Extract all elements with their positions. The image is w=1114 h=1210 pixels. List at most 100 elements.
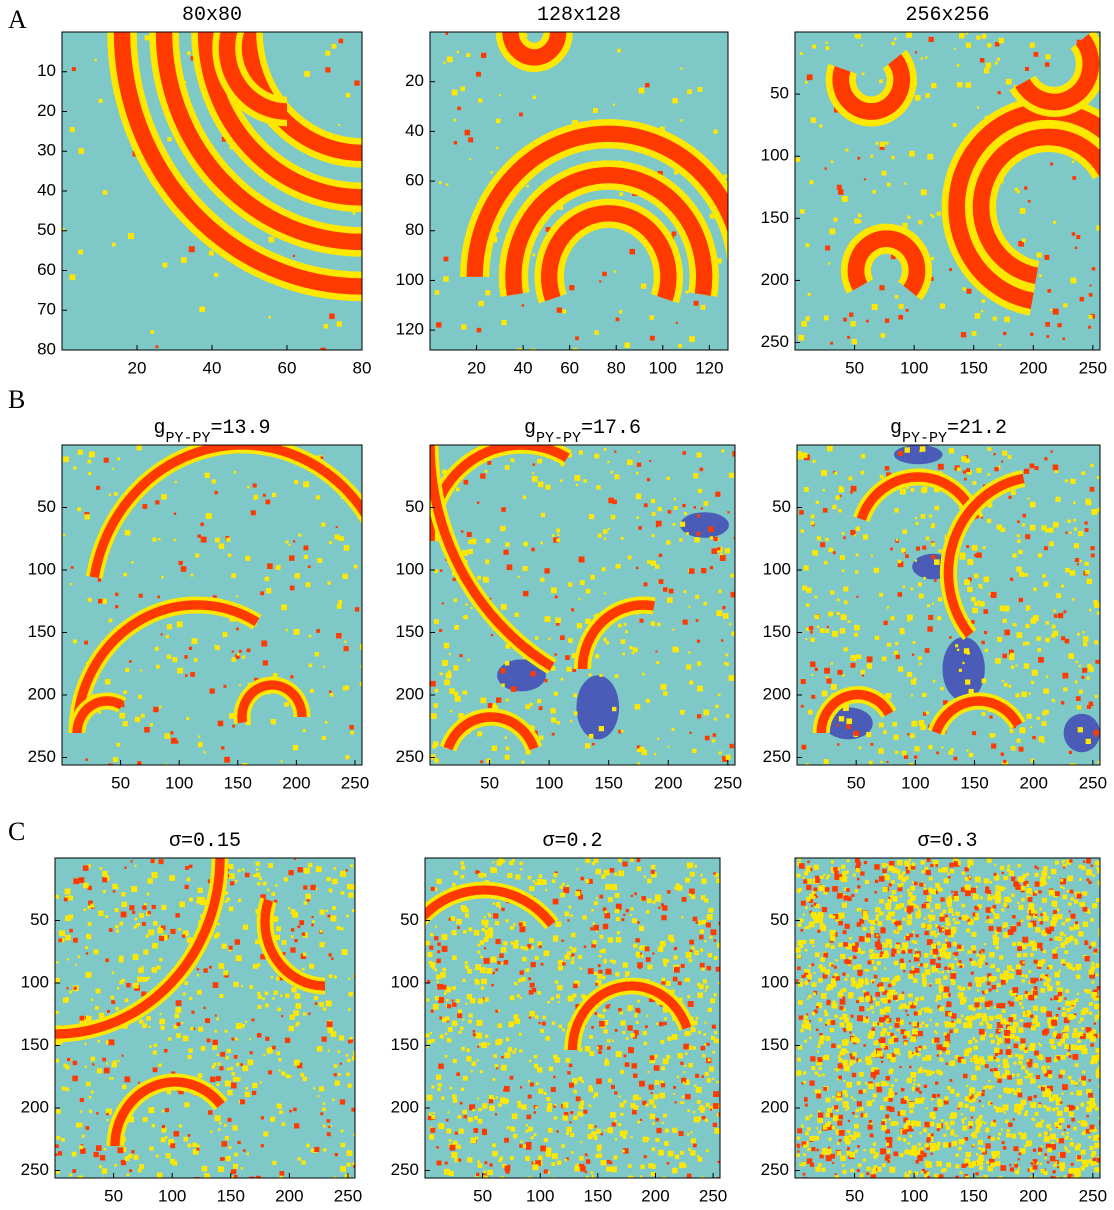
- speckle: [1036, 1162, 1038, 1164]
- speckle: [236, 595, 238, 597]
- speckle: [865, 880, 869, 884]
- speckle: [803, 1081, 806, 1084]
- speckle: [233, 1164, 238, 1169]
- speckle: [1039, 908, 1042, 911]
- speckle: [107, 1119, 109, 1121]
- speckle: [1092, 903, 1097, 908]
- speckle: [979, 586, 981, 588]
- speckle: [517, 995, 519, 997]
- speckle: [847, 974, 849, 976]
- speckle: [704, 1022, 706, 1024]
- speckle: [994, 1006, 996, 1008]
- speckle: [608, 937, 613, 942]
- speckle: [303, 953, 307, 957]
- speckle: [534, 1064, 539, 1069]
- speckle: [987, 858, 992, 863]
- speckle: [863, 1089, 867, 1093]
- speckle: [926, 537, 930, 541]
- speckle: [1094, 1004, 1100, 1010]
- speckle: [926, 870, 931, 875]
- speckle: [91, 1091, 94, 1094]
- speckle: [453, 119, 456, 122]
- speckle: [891, 42, 894, 45]
- speckle: [96, 989, 101, 994]
- speckle: [838, 509, 842, 513]
- speckle: [1044, 1136, 1050, 1142]
- speckle: [901, 548, 905, 552]
- speckle: [864, 969, 867, 972]
- speckle: [139, 1020, 143, 1024]
- speckle: [1060, 886, 1062, 888]
- speckle: [925, 56, 927, 58]
- speckle: [856, 554, 859, 557]
- speckle: [570, 1111, 573, 1114]
- speckle: [505, 661, 510, 666]
- speckle: [940, 303, 945, 308]
- speckle: [86, 952, 88, 954]
- x-tick-label: 150: [960, 358, 988, 377]
- speckle: [650, 1055, 655, 1060]
- y-tick-label: 50: [30, 910, 49, 929]
- speckle: [887, 183, 891, 187]
- speckle: [320, 910, 325, 915]
- speckle: [588, 1124, 593, 1129]
- speckle: [824, 316, 829, 321]
- speckle: [1008, 685, 1011, 688]
- speckle: [501, 1056, 504, 1059]
- speckle: [630, 914, 632, 916]
- speckle: [1002, 680, 1004, 682]
- speckle: [177, 1022, 181, 1026]
- speckle: [289, 1075, 292, 1078]
- speckle: [511, 458, 515, 462]
- y-tick-label: 200: [21, 1097, 49, 1116]
- speckle: [652, 901, 655, 904]
- speckle: [619, 310, 622, 313]
- speckle: [828, 1147, 830, 1149]
- speckle: [621, 730, 624, 733]
- speckle: [580, 1113, 584, 1117]
- speckle: [138, 1169, 142, 1173]
- speckle: [919, 450, 921, 452]
- speckle: [645, 947, 650, 952]
- speckle: [223, 970, 228, 975]
- speckle: [934, 1107, 938, 1111]
- speckle: [165, 733, 170, 738]
- speckle: [1098, 1033, 1103, 1038]
- speckle: [1060, 1101, 1062, 1103]
- speckle: [971, 597, 976, 602]
- speckle: [1036, 636, 1040, 640]
- speckle: [273, 916, 279, 922]
- speckle: [690, 1047, 692, 1049]
- speckle: [442, 602, 444, 604]
- speckle: [157, 596, 160, 599]
- speckle: [590, 575, 595, 580]
- speckle: [966, 545, 969, 548]
- speckle: [1003, 332, 1006, 335]
- speckle: [695, 595, 699, 599]
- speckle: [698, 921, 703, 926]
- speckle: [498, 1039, 503, 1044]
- speckle: [934, 1030, 936, 1032]
- speckle: [1084, 941, 1088, 945]
- speckle: [804, 981, 808, 985]
- speckle: [657, 623, 660, 626]
- speckle: [478, 1119, 483, 1124]
- speckle: [89, 1096, 92, 1099]
- speckle: [913, 1079, 916, 1082]
- speckle: [596, 897, 598, 899]
- speckle: [840, 555, 845, 560]
- speckle: [866, 933, 871, 938]
- speckle: [898, 451, 903, 456]
- speckle: [846, 718, 852, 724]
- speckle: [98, 911, 103, 916]
- speckle: [986, 1128, 990, 1132]
- speckle: [554, 1116, 557, 1119]
- speckle: [152, 905, 156, 909]
- speckle: [651, 865, 655, 869]
- speckle: [1100, 1054, 1105, 1059]
- speckle: [1039, 736, 1045, 742]
- speckle: [63, 534, 65, 536]
- speckle: [680, 522, 685, 527]
- speckle: [137, 977, 142, 982]
- speckle: [465, 965, 469, 969]
